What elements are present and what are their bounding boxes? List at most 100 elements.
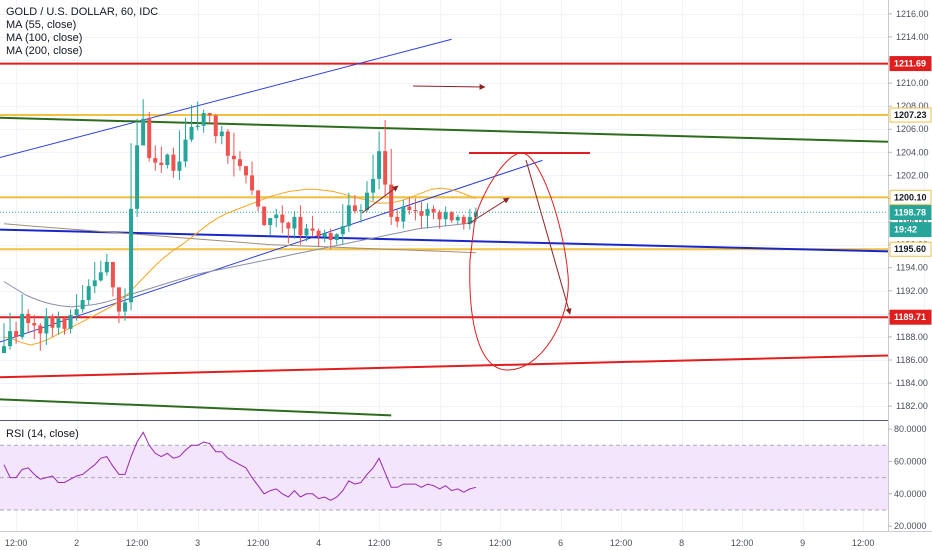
- candle-body: [183, 139, 188, 162]
- candle-body: [286, 222, 291, 229]
- candle-body: [26, 313, 31, 324]
- candle-body: [461, 216, 466, 224]
- rsi-axis: 80.0000 60.0000 40.0000 20.0000: [888, 424, 927, 531]
- arrow-right-top: [412, 83, 486, 90]
- time-tick-label: 12:00: [5, 538, 28, 548]
- rsi-tick-label: 60.0000: [894, 456, 927, 466]
- price-tag-box: [889, 222, 932, 238]
- candle-body: [153, 158, 158, 163]
- price-tick-label: 1216.00: [896, 9, 929, 19]
- candle-body: [262, 206, 267, 225]
- trend-line-rising-red: [0, 354, 888, 379]
- candle-body: [365, 192, 369, 210]
- price-tags: 1211.69 1207.23 1200.10 1198.78 19:42 1195.60…: [889, 56, 932, 325]
- candle-body: [280, 214, 285, 223]
- candle-body: [467, 216, 472, 224]
- candle-body: [201, 113, 206, 126]
- price-tick-label: 1214.00: [896, 32, 929, 42]
- candle-body: [104, 261, 109, 273]
- candle-body: [352, 205, 357, 212]
- price-tick-label: 1202.00: [896, 170, 929, 180]
- arrow-up-1: [361, 185, 399, 214]
- candle-body: [244, 166, 248, 176]
- candle-body: [219, 131, 224, 137]
- ma200-line: [3, 223, 476, 254]
- price-tag-label: 19:42: [894, 225, 917, 235]
- grid: [0, 0, 925, 531]
- price-tag-box: [889, 205, 932, 221]
- legend-ma200: MA (200, close): [6, 45, 83, 57]
- time-tick-label: 9: [800, 538, 805, 548]
- candle-body: [274, 214, 279, 219]
- candle-body: [431, 208, 436, 213]
- price-tick-label: 1198.00: [896, 217, 928, 227]
- rsi-line: [3, 431, 477, 501]
- trend-line-lower-green: [0, 398, 392, 417]
- candle-body: [177, 161, 182, 171]
- price-tag-label: 1211.69: [894, 59, 926, 69]
- candle-body: [98, 272, 103, 281]
- time-tick-label: 6: [558, 538, 563, 548]
- candle-body: [123, 302, 127, 312]
- candle-body: [32, 323, 37, 326]
- candle-body: [443, 212, 448, 220]
- rsi-legend: RSI (14, close): [6, 428, 79, 440]
- legend-ma55: MA (55, close): [6, 19, 77, 31]
- price-tag-box: [889, 107, 932, 123]
- candle-body: [159, 162, 164, 165]
- candle-body: [110, 261, 115, 288]
- candle-body: [171, 154, 176, 171]
- time-tick-label: 12:00: [610, 538, 633, 548]
- candle-body: [425, 208, 430, 216]
- trend-line-falling-resistance: [0, 116, 888, 143]
- candle-body: [250, 175, 255, 191]
- trend-line-upper-channel: [0, 38, 452, 159]
- candle-body: [413, 210, 418, 212]
- candle-body: [449, 212, 454, 221]
- annotation-drawings: [361, 83, 590, 371]
- candle-body: [147, 118, 152, 159]
- candle-body: [389, 184, 394, 217]
- main-pane: [0, 38, 888, 417]
- candles: [2, 99, 478, 354]
- price-tick-label: 1210.00: [896, 78, 929, 88]
- price-tag-label: 1198.78: [894, 208, 926, 218]
- candle-body: [135, 145, 140, 209]
- rsi-tick-label: 80.0000: [894, 424, 927, 434]
- price-tag-label: 1207.23: [894, 110, 927, 120]
- candle-body: [268, 218, 273, 225]
- time-tick-label: 12:00: [247, 538, 270, 548]
- scenario-ellipse: [469, 152, 569, 371]
- arrow-down: [525, 159, 572, 315]
- candle-body: [346, 205, 351, 227]
- candle-body: [38, 325, 43, 334]
- ma55-line: [3, 187, 477, 346]
- candle-body: [56, 318, 61, 328]
- candle-body: [86, 286, 91, 300]
- price-tick-label: 1206.00: [896, 124, 929, 134]
- horizontal-lines: [0, 62, 888, 319]
- time-tick-label: 3: [195, 538, 200, 548]
- candle-body: [74, 309, 79, 315]
- candle-body: [298, 216, 303, 236]
- time-tick-label: 12:00: [368, 538, 391, 548]
- candle-body: [340, 226, 345, 235]
- rsi-pane: [0, 431, 888, 511]
- candle-body: [62, 318, 67, 329]
- candle-body: [213, 115, 218, 137]
- candle-body: [68, 315, 73, 329]
- legend-ma100: MA (100, close): [6, 32, 83, 44]
- candle-body: [401, 206, 406, 222]
- symbol-title: GOLD / U.S. DOLLAR, 60, IDC: [6, 6, 159, 18]
- time-axis: 12:00 2 12:00 3 12:00 4 12:00 5 12:00 6 12:00 8 12:0…: [5, 538, 875, 548]
- candle-body: [358, 210, 363, 212]
- price-tick-label: 1208.00: [896, 101, 929, 111]
- candle-body: [116, 287, 121, 312]
- time-tick-label: 12:00: [852, 538, 875, 548]
- candle-body: [92, 280, 97, 287]
- time-tick-label: 8: [679, 538, 684, 548]
- candle-body: [377, 151, 382, 179]
- candle-body: [256, 190, 261, 207]
- candle-body: [292, 216, 297, 229]
